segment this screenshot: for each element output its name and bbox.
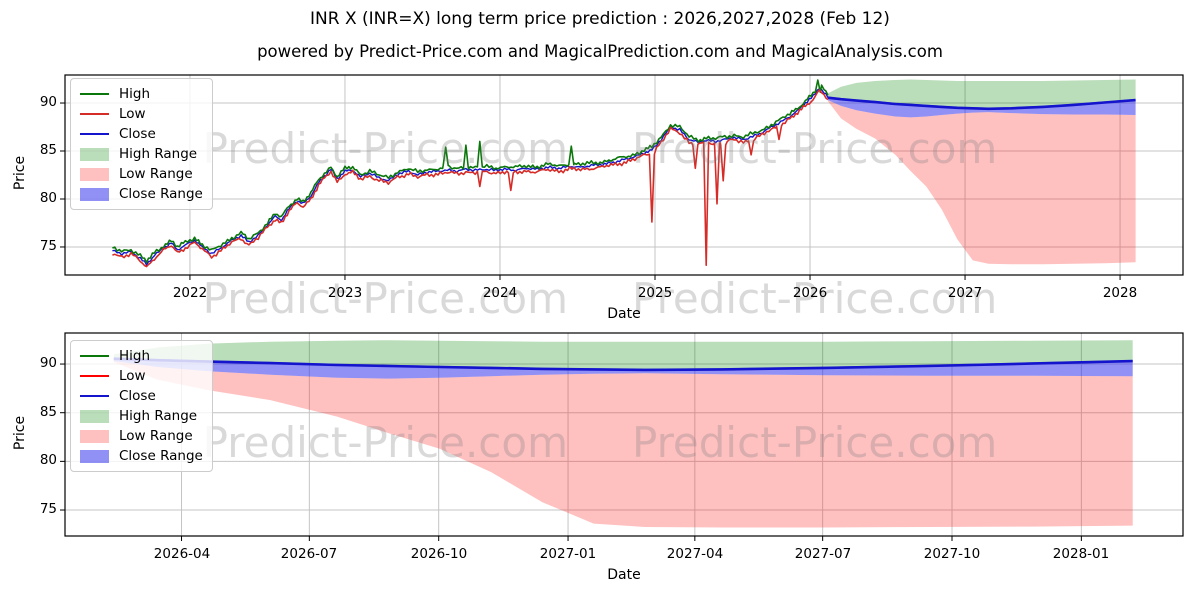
legend-item-high-range: High Range bbox=[80, 406, 203, 426]
y-axis-label: Price bbox=[12, 415, 28, 450]
plot-border bbox=[64, 332, 1184, 537]
x-axis-label: Date bbox=[607, 306, 641, 322]
y-tick-label: 90 bbox=[39, 355, 57, 371]
close-range-band bbox=[827, 96, 1136, 118]
legend-label: Low bbox=[119, 106, 146, 122]
legend-label: Close Range bbox=[119, 186, 203, 202]
legend-item-close-range: Close Range bbox=[80, 446, 203, 466]
x-tick-label: 2026-10 bbox=[410, 546, 468, 562]
legend-swatch bbox=[80, 93, 109, 95]
legend-swatch bbox=[80, 449, 109, 463]
legend-label: High Range bbox=[119, 146, 198, 162]
x-tick-label: 2028-01 bbox=[1052, 546, 1110, 562]
high-line bbox=[112, 79, 829, 264]
legend-item-high-range: High Range bbox=[80, 144, 203, 164]
legend-item-low-range: Low Range bbox=[80, 426, 203, 446]
legend-item-low-range: Low Range bbox=[80, 164, 203, 184]
low-range-band bbox=[113, 361, 1133, 528]
legend-label: High bbox=[119, 86, 151, 102]
legend-label: High Range bbox=[119, 408, 198, 424]
legend-swatch bbox=[80, 409, 109, 423]
y-tick-label: 80 bbox=[39, 452, 57, 468]
legend-label: Low Range bbox=[119, 166, 193, 182]
legend-swatch bbox=[80, 113, 109, 115]
legend-swatch bbox=[80, 133, 109, 135]
legend-swatch bbox=[80, 187, 109, 201]
x-tick-label: 2027-01 bbox=[539, 546, 597, 562]
legend-swatch bbox=[80, 429, 109, 443]
legend-label: Close bbox=[119, 388, 156, 404]
y-tick-label: 75 bbox=[39, 238, 57, 254]
x-tick-label: 2026-04 bbox=[153, 546, 211, 562]
y-tick-label: 75 bbox=[39, 501, 57, 517]
legend-swatch bbox=[80, 355, 109, 357]
x-tick-label: 2026-07 bbox=[280, 546, 338, 562]
legend-label: Close Range bbox=[119, 448, 203, 464]
legend-forecast-zoom: High Low Close High Range Low Range Close Ran… bbox=[70, 340, 213, 472]
legend-item-high: High bbox=[80, 346, 203, 366]
legend-label: Low Range bbox=[119, 428, 193, 444]
low-line bbox=[112, 89, 829, 268]
legend-item-close-range: Close Range bbox=[80, 184, 203, 204]
x-axis-label: Date bbox=[607, 567, 641, 583]
y-axis-label: Price bbox=[12, 155, 28, 191]
legend-item-close: Close bbox=[80, 124, 203, 144]
x-tick-label: 2026 bbox=[792, 285, 828, 301]
close-forecast-line bbox=[827, 96, 1136, 111]
plot-area-forecast-zoom bbox=[65, 333, 1183, 536]
legend-item-close: Close bbox=[80, 386, 203, 406]
x-tick-label: 2027 bbox=[947, 285, 983, 301]
low-range-band bbox=[827, 100, 1136, 265]
page-title: INR X (INR=X) long term price prediction… bbox=[310, 9, 890, 29]
legend-label: Low bbox=[119, 368, 146, 384]
page-subtitle: powered by Predict-Price.com and Magical… bbox=[257, 42, 943, 61]
x-tick-label: 2027-10 bbox=[923, 546, 981, 562]
x-tick-label: 2022 bbox=[172, 285, 208, 301]
x-tick-label: 2023 bbox=[327, 285, 363, 301]
legend-label: Close bbox=[119, 126, 156, 142]
x-tick-label: 2027-07 bbox=[794, 546, 852, 562]
plot-border bbox=[64, 74, 1184, 276]
y-tick-label: 85 bbox=[39, 142, 57, 158]
x-tick-label: 2027-04 bbox=[666, 546, 724, 562]
x-tick-label: 2025 bbox=[637, 285, 673, 301]
legend-swatch bbox=[80, 167, 109, 181]
legend-swatch bbox=[80, 395, 109, 397]
x-tick-label: 2024 bbox=[482, 285, 518, 301]
close-range-band bbox=[113, 357, 1133, 379]
legend-swatch bbox=[80, 147, 109, 161]
y-tick-label: 90 bbox=[39, 94, 57, 110]
high-range-band bbox=[113, 340, 1133, 370]
y-tick-label: 80 bbox=[39, 190, 57, 206]
legend-swatch bbox=[80, 375, 109, 377]
x-tick-label: 2028 bbox=[1102, 285, 1138, 301]
legend-label: High bbox=[119, 348, 151, 364]
high-range-band bbox=[827, 79, 1136, 109]
legend-item-low: Low bbox=[80, 366, 203, 386]
legend-item-low: Low bbox=[80, 104, 203, 124]
close-forecast-line bbox=[113, 357, 1133, 372]
legend-full-history: High Low Close High Range Low Range Close Ran… bbox=[70, 78, 213, 210]
legend-item-high: High bbox=[80, 84, 203, 104]
y-tick-label: 85 bbox=[39, 404, 57, 420]
plot-area-full-history bbox=[65, 75, 1183, 275]
